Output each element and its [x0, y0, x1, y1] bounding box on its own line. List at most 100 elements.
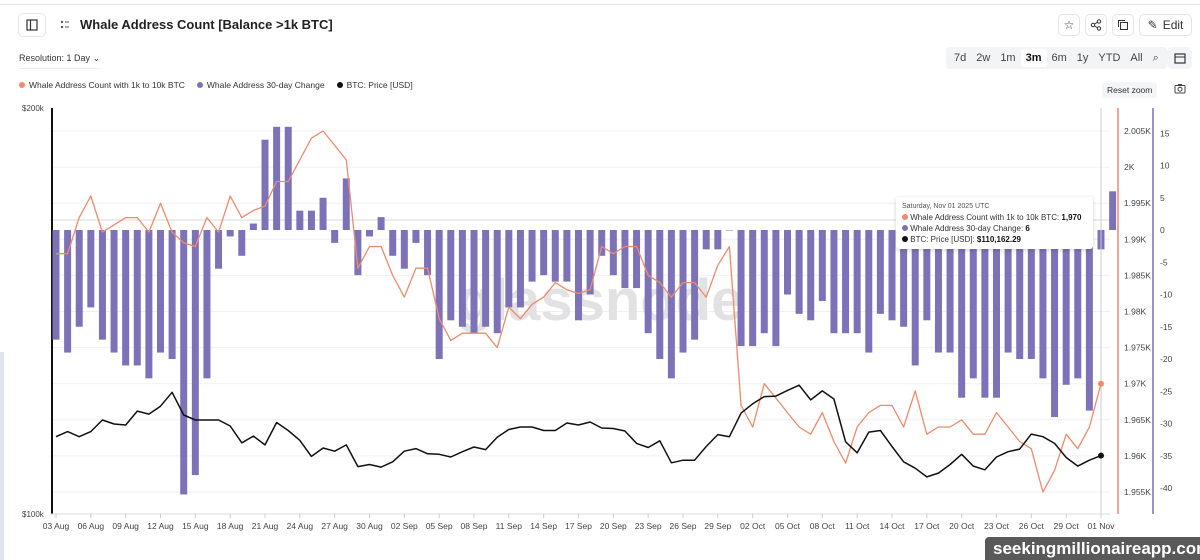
- calendar-icon: [1173, 53, 1186, 64]
- price-line: [55, 384, 1102, 478]
- change-bar: [900, 230, 908, 327]
- range-2w[interactable]: 2w: [976, 52, 991, 64]
- change-bar: [238, 230, 246, 256]
- x-tick-label: 24 Aug: [287, 521, 314, 531]
- x-tick-label: 09 Aug: [112, 521, 139, 531]
- zoom-select-icon[interactable]: ⌕: [1152, 51, 1159, 64]
- count-axis-tick: 1.995K: [1124, 198, 1151, 208]
- change-bar: [307, 210, 315, 230]
- tooltip-row-count: Whale Address Count with 1k to 10k BTC: …: [902, 212, 1087, 223]
- x-tick-label: 05 Sep: [426, 521, 453, 531]
- x-tick-label: 21 Aug: [252, 521, 279, 531]
- range-1y[interactable]: 1y: [1076, 52, 1089, 64]
- change-bar: [958, 230, 966, 398]
- change-axis-tick: 10: [1160, 161, 1170, 171]
- legend-item[interactable]: BTC: Price [USD]: [336, 80, 413, 90]
- resolution-label: Resolution: 1 Day: [19, 53, 91, 63]
- change-bar: [110, 230, 118, 353]
- legend-item[interactable]: Whale Address 30-day Change: [196, 80, 325, 90]
- count-axis-tick: 2.005K: [1124, 126, 1151, 136]
- change-axis-tick: -40: [1160, 483, 1173, 493]
- count-axis-tick: 1.96K: [1124, 451, 1147, 461]
- change-bar: [168, 230, 176, 359]
- camera-icon[interactable]: [1174, 83, 1186, 94]
- x-tick-label: 29 Oct: [1054, 521, 1080, 531]
- share-icon: [1090, 19, 1102, 31]
- change-axis-tick: -30: [1160, 419, 1173, 429]
- reset-zoom-button[interactable]: Reset zoom: [1102, 82, 1158, 98]
- calendar-button[interactable]: [1167, 47, 1192, 69]
- change-bar: [52, 230, 60, 340]
- edit-button[interactable]: ✎ Edit: [1139, 14, 1192, 36]
- scrollbar[interactable]: [0, 352, 4, 560]
- change-bar: [493, 230, 501, 334]
- change-axis-tick: 0: [1160, 225, 1165, 235]
- star-icon: ☆: [1063, 18, 1075, 32]
- legend-label: Whale Address 30-day Change: [206, 80, 325, 90]
- sidebar-toggle-icon: [26, 19, 38, 31]
- legend-item[interactable]: Whale Address Count with 1k to 10k BTC: [19, 80, 185, 90]
- change-bar: [366, 230, 373, 237]
- change-bar: [516, 230, 524, 308]
- share-button[interactable]: [1085, 14, 1107, 36]
- drag-handle-icon[interactable]: [60, 20, 70, 30]
- change-bar: [621, 230, 629, 289]
- copy-button[interactable]: [1112, 14, 1134, 36]
- change-bar: [598, 230, 606, 256]
- change-bar: [865, 230, 873, 353]
- change-bar: [923, 230, 931, 321]
- range-3m[interactable]: 3m: [1020, 49, 1047, 67]
- change-bar: [702, 230, 710, 250]
- tooltip-row-price: BTC: Price [USD]: $110,162.29: [902, 234, 1087, 245]
- page-title: Whale Address Count [Balance >1k BTC]: [80, 17, 333, 32]
- change-bar: [691, 230, 699, 340]
- change-bar: [714, 230, 722, 250]
- price-axis-tick: $100k: [22, 510, 45, 519]
- change-bar: [656, 230, 664, 359]
- x-tick-label: 06 Aug: [78, 521, 105, 531]
- x-tick-label: 26 Oct: [1019, 521, 1045, 531]
- change-bar: [435, 230, 443, 359]
- change-bar: [911, 230, 919, 366]
- change-bar: [888, 230, 896, 321]
- sidebar-toggle-button[interactable]: [18, 13, 46, 37]
- legend-label: Whale Address Count with 1k to 10k BTC: [29, 80, 185, 90]
- range-6m[interactable]: 6m: [1051, 52, 1067, 64]
- favorite-button[interactable]: ☆: [1058, 14, 1080, 36]
- change-bar: [133, 230, 141, 366]
- x-tick-label: 17 Oct: [914, 521, 940, 531]
- resolution-dropdown[interactable]: Resolution: 1 Day ⌄: [19, 53, 101, 69]
- count-axis-tick: 1.98K: [1124, 307, 1147, 317]
- change-bar: [249, 223, 257, 230]
- change-bar: [75, 230, 83, 327]
- count-axis-tick: 2K: [1124, 162, 1135, 172]
- change-bar: [389, 230, 397, 256]
- range-7d[interactable]: 7d: [954, 52, 967, 64]
- pencil-icon: ✎: [1147, 18, 1158, 32]
- x-tick-label: 18 Aug: [217, 521, 244, 531]
- range-1m[interactable]: 1m: [1000, 52, 1016, 64]
- top-divider: [0, 4, 1200, 5]
- legend-dot-icon: [196, 82, 203, 88]
- count-axis-tick: 1.99K: [1124, 234, 1147, 244]
- change-bar: [331, 230, 339, 243]
- change-bar: [679, 230, 687, 353]
- change-bar: [482, 230, 490, 327]
- change-bar: [667, 230, 675, 379]
- count-axis-tick: 1.955K: [1124, 487, 1151, 497]
- x-tick-label: 02 Oct: [740, 521, 766, 531]
- change-bar: [157, 230, 164, 353]
- change-bar: [319, 197, 327, 230]
- x-tick-label: 08 Oct: [810, 521, 836, 531]
- change-bar: [400, 230, 408, 269]
- range-all[interactable]: All: [1130, 52, 1143, 64]
- price-hover-marker: [1098, 452, 1104, 459]
- change-bar: [447, 230, 455, 321]
- range-ytd[interactable]: YTD: [1098, 52, 1121, 64]
- change-bar: [1074, 230, 1082, 379]
- change-bar: [1085, 230, 1093, 411]
- change-bar: [296, 210, 304, 230]
- change-bar: [981, 230, 989, 398]
- x-tick-label: 08 Sep: [461, 521, 488, 531]
